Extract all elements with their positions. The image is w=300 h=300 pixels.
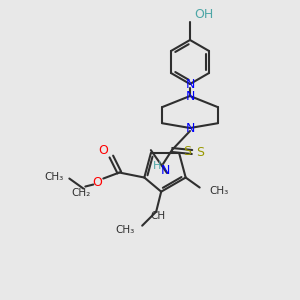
Text: O: O xyxy=(92,176,102,189)
Text: N: N xyxy=(185,89,195,103)
Text: CH₃: CH₃ xyxy=(115,225,134,235)
Text: N: N xyxy=(160,164,170,178)
Text: CH: CH xyxy=(151,211,166,221)
Text: CH₂: CH₂ xyxy=(72,188,91,197)
Text: N: N xyxy=(185,122,195,134)
Text: S: S xyxy=(183,145,191,158)
Text: CH₃: CH₃ xyxy=(210,185,229,196)
Text: CH₃: CH₃ xyxy=(44,172,63,182)
Text: OH: OH xyxy=(194,8,213,20)
Text: S: S xyxy=(196,146,204,158)
Text: H: H xyxy=(153,161,161,171)
Text: N: N xyxy=(185,77,195,91)
Text: O: O xyxy=(98,144,108,157)
